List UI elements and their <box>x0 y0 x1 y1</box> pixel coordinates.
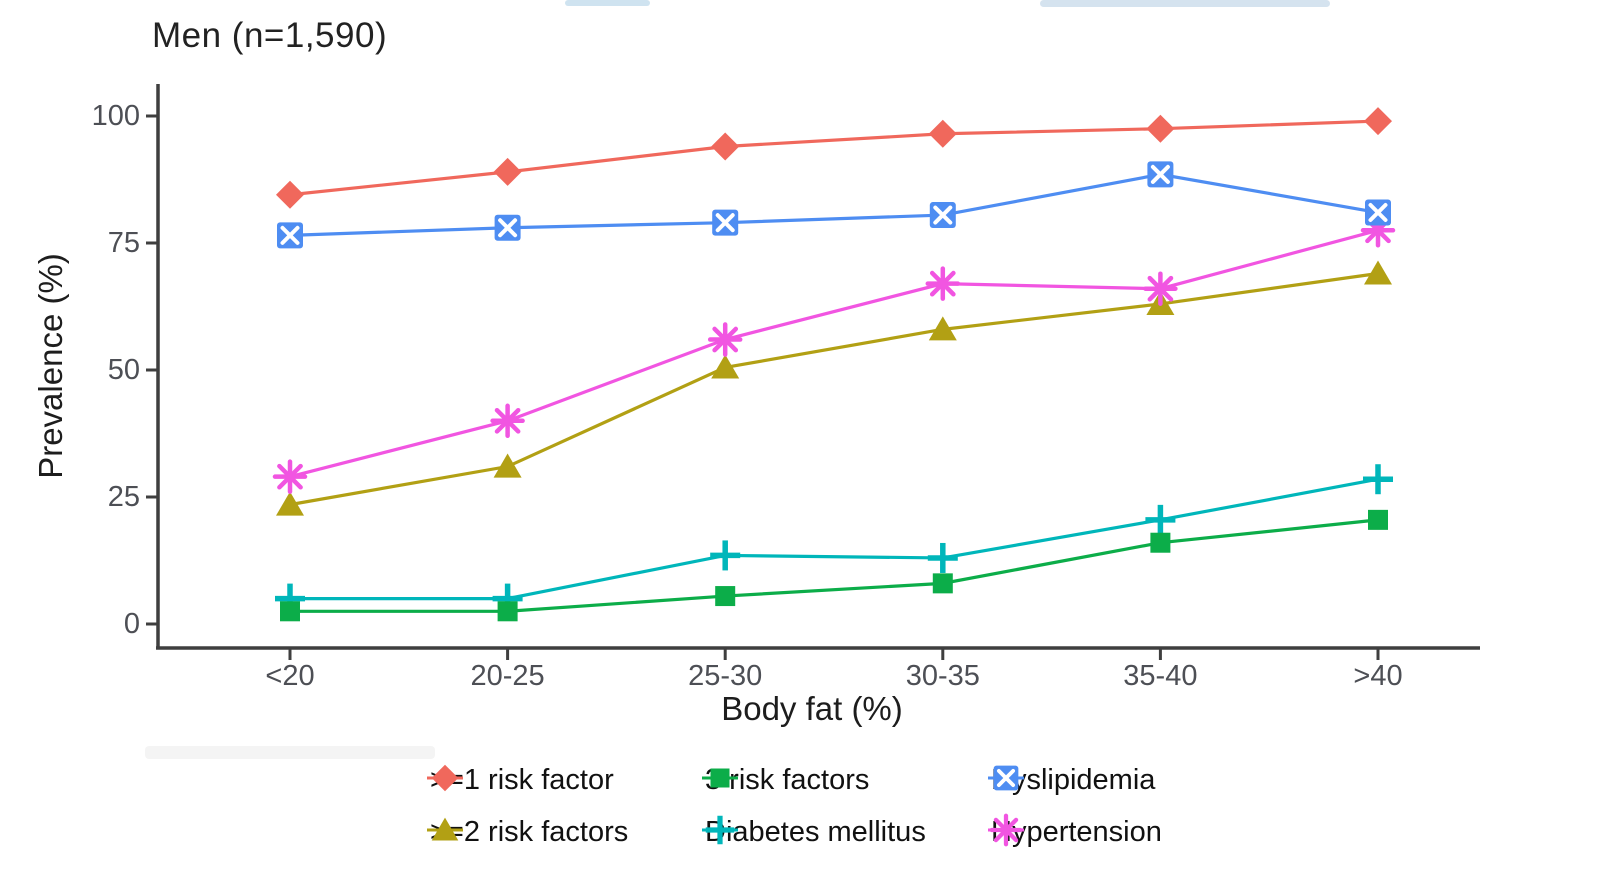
legend-item-3-risk-factors: 3 risk factors <box>700 758 869 802</box>
legend-item-dyslipidemia: Dyslipidemia <box>986 758 1155 802</box>
data-point-square-x-marker <box>498 218 518 238</box>
data-point-square-marker <box>280 601 300 622</box>
x-tick-label: 30-35 <box>905 660 980 692</box>
legend-marker-triangle-icon <box>427 817 463 841</box>
cropped-bottom-left-artifact <box>145 746 435 759</box>
data-point-triangle-marker <box>928 316 957 341</box>
series-line-1-risk-factor <box>289 119 1379 197</box>
legend-label: Diabetes mellitus <box>705 815 926 848</box>
y-tick-label: 75 <box>107 227 140 259</box>
legend-item-diabetes-mellitus: Diabetes mellitus <box>700 810 926 854</box>
legend-marker-square-icon <box>702 768 738 788</box>
legend-item-1-risk-factor: >=1 risk factor <box>425 758 614 802</box>
legend-marker-asterisk-icon <box>988 813 1024 847</box>
data-point-square-x-marker <box>1150 164 1170 184</box>
data-point-triangle-marker <box>711 354 740 379</box>
data-point-square-marker <box>710 768 730 788</box>
series-line-3-risk-factors <box>290 518 1379 613</box>
cropped-top-artifact <box>565 0 650 6</box>
x-tick-label: 25-30 <box>688 660 763 692</box>
legend-marker-diamond-icon <box>427 764 463 792</box>
legend-label: >=2 risk factors <box>430 815 629 848</box>
x-tick-label: 20-25 <box>470 660 545 692</box>
y-tick-label: 100 <box>91 100 140 132</box>
data-point-diamond-marker <box>1364 107 1392 136</box>
cropped-top-artifact <box>1040 0 1330 7</box>
legend-marker-square-x-icon <box>988 765 1024 791</box>
x-axis-title: Body fat (%) <box>721 690 903 727</box>
data-point-square-x-marker <box>933 205 953 225</box>
legend-item-2-risk-factors: >=2 risk factors <box>425 810 628 854</box>
data-point-square-marker <box>932 573 953 594</box>
data-point-asterisk-marker <box>1147 275 1174 302</box>
series-line-hypertension <box>289 228 1379 479</box>
y-tick-label: 0 <box>123 608 140 640</box>
data-point-triangle-marker <box>431 817 459 841</box>
data-point-square-x-marker <box>715 213 735 233</box>
y-tick-label: 50 <box>107 354 140 386</box>
x-tick-label: <20 <box>265 660 315 692</box>
legend-item-hypertension: Hypertension <box>986 810 1162 854</box>
data-point-asterisk-marker <box>929 270 956 297</box>
data-point-triangle-marker <box>493 453 522 478</box>
series-markers-1-risk-factor <box>276 107 1392 209</box>
data-point-square-marker <box>1368 509 1388 530</box>
data-point-square-x-marker <box>1368 203 1388 223</box>
series-line-diabetes-mellitus <box>290 477 1379 601</box>
legend-marker-plus-icon <box>702 815 738 845</box>
data-point-diamond-marker <box>493 157 522 186</box>
data-point-diamond-marker <box>928 119 957 148</box>
data-point-asterisk-marker <box>494 407 521 434</box>
x-tick-label: >40 <box>1353 660 1403 692</box>
data-point-square-x-marker <box>280 225 300 245</box>
data-point-diamond-marker <box>431 764 459 792</box>
data-point-asterisk-marker <box>277 463 303 490</box>
series-line-2-risk-factors <box>289 271 1379 507</box>
series-line-dyslipidemia <box>289 172 1379 237</box>
data-point-triangle-marker <box>276 491 304 516</box>
series-markers-hypertension <box>272 213 1396 494</box>
data-point-diamond-marker <box>1146 114 1175 143</box>
series-markers-3-risk-factors <box>280 509 1388 622</box>
y-tick-label: 25 <box>107 481 140 513</box>
x-tick-label: 35-40 <box>1123 660 1198 692</box>
data-point-asterisk-marker <box>993 817 1019 843</box>
data-point-square-marker <box>497 601 518 622</box>
series-markers-dyslipidemia <box>277 161 1391 249</box>
data-point-diamond-marker <box>711 132 740 161</box>
data-point-square-x-marker <box>996 768 1016 788</box>
data-point-diamond-marker <box>276 180 304 209</box>
data-point-square-marker <box>715 586 736 607</box>
chart-title: Men (n=1,590) <box>152 16 388 55</box>
data-point-asterisk-marker <box>712 326 739 353</box>
data-point-square-marker <box>1150 532 1171 553</box>
data-point-triangle-marker <box>1364 260 1392 285</box>
